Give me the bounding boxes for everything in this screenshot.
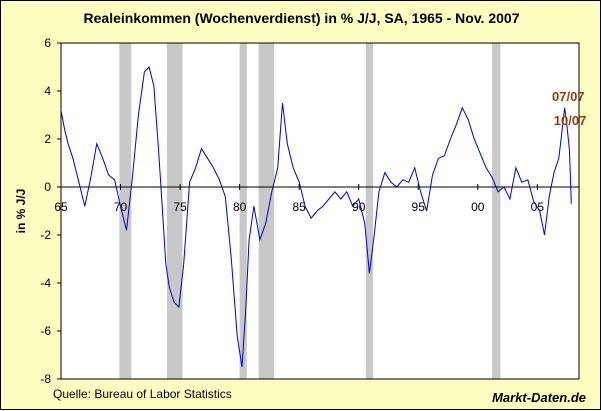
y-tick-label: -8	[40, 372, 51, 386]
annotation-label: 10/07	[554, 113, 587, 128]
recession-band	[365, 43, 373, 379]
series-line	[60, 66, 572, 368]
y-tick-label: 4	[44, 84, 51, 98]
chart-title: Realeinkommen (Wochenverdienst) in % J/J…	[83, 10, 520, 26]
x-tick-label: 65	[54, 200, 68, 214]
y-axis-label: in % J/J	[14, 188, 28, 234]
x-tick-label: 75	[173, 200, 187, 214]
y-tick-label: -2	[40, 228, 51, 242]
x-tick-label: 85	[292, 200, 306, 214]
source-note: Quelle: Bureau of Labor Statistics	[53, 387, 232, 401]
y-tick-label: -4	[40, 276, 51, 290]
x-tick-label: 00	[471, 200, 485, 214]
recession-band	[166, 43, 183, 379]
recession-band	[492, 43, 501, 379]
y-tick-label: 0	[44, 180, 51, 194]
y-tick-label: 2	[44, 132, 51, 146]
annotation-label: 07/07	[552, 89, 585, 104]
plot-border	[60, 42, 580, 380]
x-tick-label: 90	[352, 200, 366, 214]
recession-band	[258, 43, 275, 379]
y-tick-label: -6	[40, 324, 51, 338]
x-tick-label: 80	[233, 200, 247, 214]
brand-label: Markt-Daten.de	[492, 390, 586, 405]
x-tick-label: 95	[412, 200, 426, 214]
recession-band	[119, 43, 132, 379]
recession-band	[239, 43, 247, 379]
plot-area	[61, 43, 579, 379]
y-tick-label: 6	[44, 36, 51, 50]
